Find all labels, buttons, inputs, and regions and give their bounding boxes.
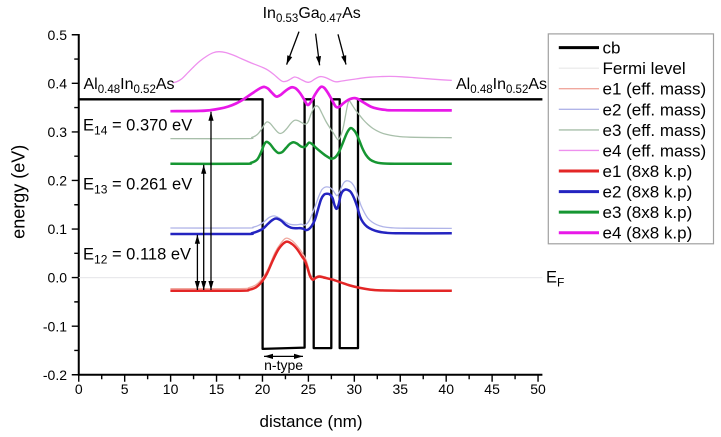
svg-text:EF: EF: [546, 269, 564, 290]
svg-text:0.5: 0.5: [48, 27, 68, 43]
svg-text:-0.2: -0.2: [43, 367, 67, 383]
svg-text:-0.1: -0.1: [43, 318, 67, 334]
svg-text:e3 (eff. mass): e3 (eff. mass): [603, 121, 707, 140]
svg-text:e1 (8x8 k.p): e1 (8x8 k.p): [603, 162, 693, 181]
svg-text:15: 15: [209, 381, 225, 397]
svg-text:40: 40: [438, 381, 454, 397]
svg-text:Al0.48In0.52As: Al0.48In0.52As: [456, 76, 547, 96]
svg-text:50: 50: [530, 381, 546, 397]
svg-text:0.4: 0.4: [48, 75, 68, 91]
svg-text:0: 0: [75, 381, 83, 397]
svg-text:e4 (eff. mass): e4 (eff. mass): [603, 141, 707, 160]
svg-text:35: 35: [393, 381, 409, 397]
svg-text:e1 (eff. mass): e1 (eff. mass): [603, 80, 707, 99]
svg-text:10: 10: [163, 381, 179, 397]
svg-text:45: 45: [484, 381, 500, 397]
svg-text:In0.53Ga0.47As: In0.53Ga0.47As: [263, 5, 361, 25]
svg-text:E13 = 0.261 eV: E13 = 0.261 eV: [83, 176, 192, 197]
svg-text:n-type: n-type: [264, 357, 303, 373]
svg-text:5: 5: [121, 381, 129, 397]
svg-text:30: 30: [347, 381, 363, 397]
svg-text:0.2: 0.2: [48, 173, 68, 189]
svg-text:0.0: 0.0: [48, 270, 68, 286]
svg-text:20: 20: [255, 381, 271, 397]
svg-text:e3 (8x8 k.p): e3 (8x8 k.p): [603, 203, 693, 222]
svg-text:0.1: 0.1: [48, 221, 68, 237]
svg-text:E14 = 0.370 eV: E14 = 0.370 eV: [83, 116, 192, 137]
svg-text:e2 (eff. mass): e2 (eff. mass): [603, 100, 707, 119]
svg-text:distance (nm): distance (nm): [260, 412, 363, 431]
svg-text:e2 (8x8 k.p): e2 (8x8 k.p): [603, 183, 693, 202]
svg-text:e4 (8x8 k.p): e4 (8x8 k.p): [603, 224, 693, 243]
svg-text:energy (eV): energy (eV): [9, 145, 29, 239]
svg-text:25: 25: [301, 381, 317, 397]
svg-text:0.3: 0.3: [48, 124, 68, 140]
svg-text:Fermi level: Fermi level: [603, 59, 686, 78]
svg-text:cb: cb: [603, 39, 621, 58]
svg-text:Al0.48In0.52As: Al0.48In0.52As: [84, 76, 175, 96]
svg-text:E12 = 0.118 eV: E12 = 0.118 eV: [83, 245, 191, 266]
